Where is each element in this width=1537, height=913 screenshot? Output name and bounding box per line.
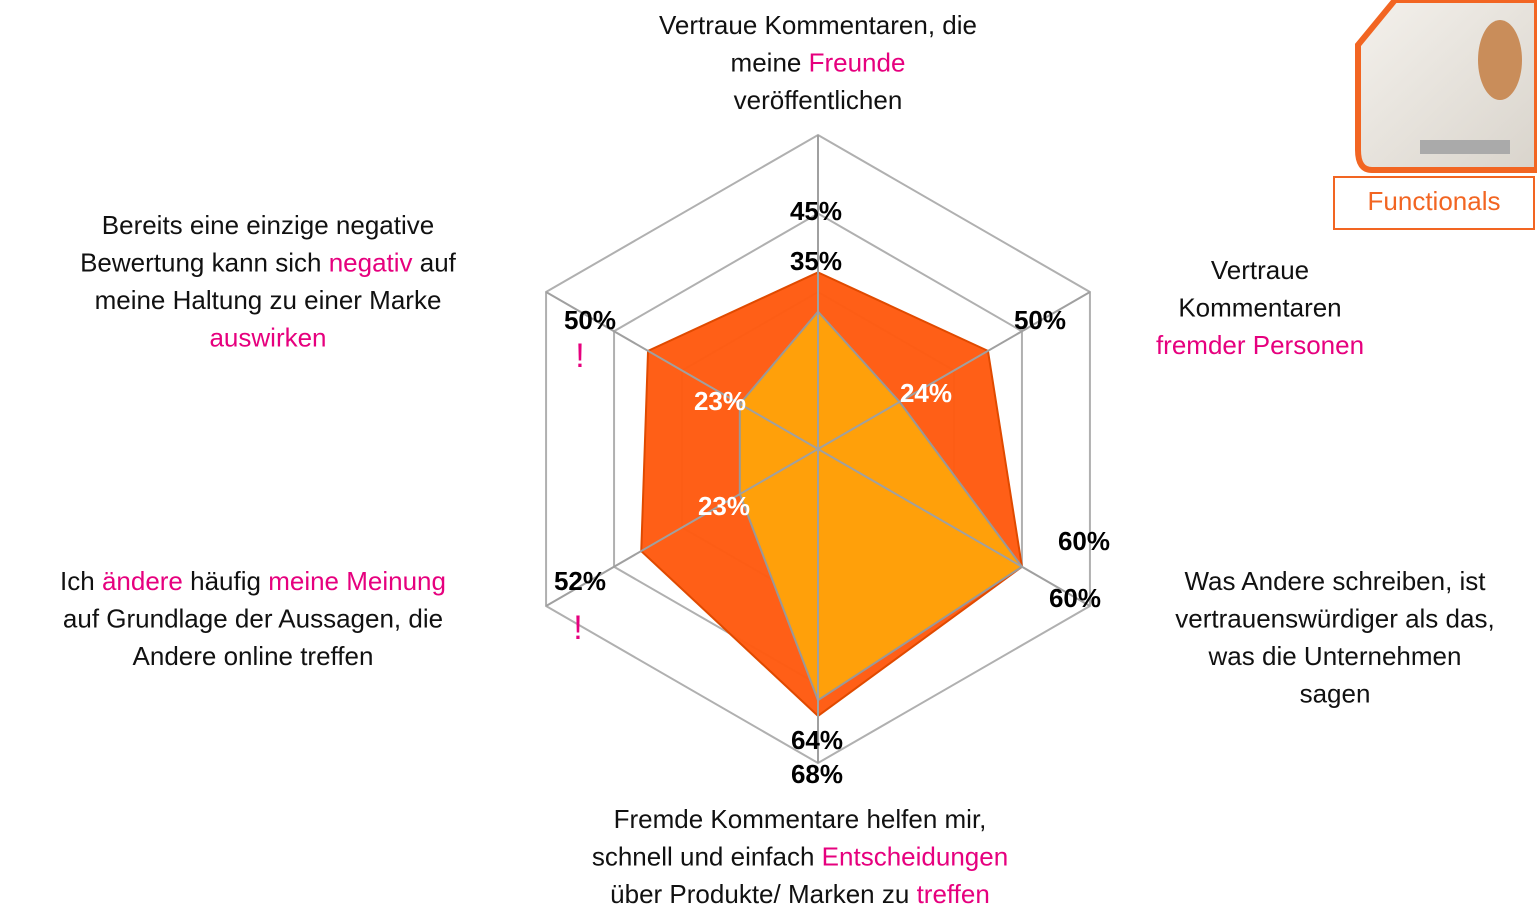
- axis-label: Kommentaren: [1178, 292, 1341, 322]
- value-label: 64%: [791, 725, 843, 755]
- axis-label-part: häufig: [183, 566, 268, 596]
- axis-label-part: was die Unternehmen: [1208, 641, 1462, 671]
- value-label: 50%: [564, 305, 616, 335]
- axis-label-part: Kommentaren: [1178, 292, 1341, 322]
- axis-label: Bereits eine einzige negative: [102, 210, 434, 240]
- value-label: 60%: [1049, 583, 1101, 613]
- axis-label-part: auf Grundlage der Aussagen, die: [63, 603, 443, 633]
- axis-label-part: schnell und einfach: [592, 841, 822, 871]
- axis-label: Vertraue: [1211, 255, 1309, 285]
- axis-label-part: negativ: [329, 247, 413, 277]
- annotation: !: [573, 609, 582, 647]
- axis-label: über Produkte/ Marken zu treffen: [610, 879, 990, 908]
- axis-label: sagen: [1300, 678, 1371, 708]
- axis-label-part: meine: [731, 47, 809, 77]
- axis-label: schnell und einfach Entscheidungen: [592, 841, 1008, 871]
- annotation: !: [575, 337, 584, 375]
- value-label: 60%: [1058, 526, 1110, 556]
- axis-label-part: Freunde: [809, 47, 906, 77]
- axis-label-part: Fremde Kommentare helfen mir,: [614, 804, 987, 834]
- axis-label: auf Grundlage der Aussagen, die: [63, 603, 443, 633]
- axis-label: Bewertung kann sich negativ auf: [80, 247, 457, 277]
- axis-label-part: Vertraue: [1211, 255, 1309, 285]
- value-label: 68%: [791, 759, 843, 789]
- axis-label-part: veröffentlichen: [734, 85, 903, 115]
- axis-label-part: Was Andere schreiben, ist: [1184, 566, 1486, 596]
- value-label: 35%: [790, 246, 842, 276]
- axis-label-part: Andere online treffen: [133, 641, 374, 671]
- axis-label-part: Vertraue Kommentaren, die: [659, 10, 977, 40]
- axis-label: Was Andere schreiben, ist: [1184, 566, 1486, 596]
- axis-label: Vertraue Kommentaren, die: [659, 10, 977, 40]
- value-label: 23%: [698, 491, 750, 521]
- axis-label-part: über Produkte/ Marken zu: [610, 879, 916, 908]
- axis-label-part: ändere: [102, 566, 183, 596]
- axis-label-part: fremder Personen: [1156, 330, 1364, 360]
- axis-label-part: sagen: [1300, 678, 1371, 708]
- axis-label: fremder Personen: [1156, 330, 1364, 360]
- axis-label: Ich ändere häufig meine Meinung: [60, 566, 446, 596]
- axis-label: vertrauenswürdiger als das,: [1175, 603, 1494, 633]
- axis-label-part: Bereits eine einzige negative: [102, 210, 434, 240]
- value-label: 45%: [790, 196, 842, 226]
- photo-laptop: [1420, 140, 1510, 154]
- axis-label-part: treffen: [917, 879, 990, 908]
- badge-label: Functionals: [1368, 186, 1501, 216]
- badge: Functionals: [1334, 0, 1537, 229]
- axis-label: Fremde Kommentare helfen mir,: [614, 804, 987, 834]
- axis-label-part: Ich: [60, 566, 102, 596]
- axis-label: meine Freunde: [731, 47, 906, 77]
- chart: 45% 50% 60% 68% 52% 50% 35% 24% 60% 64% 23% 23%!! Ve…: [0, 0, 1537, 908]
- axis-label-part: Bewertung kann sich: [80, 247, 329, 277]
- value-label: 23%: [694, 386, 746, 416]
- plot: 45% 50% 60% 68% 52% 50% 35% 24% 60% 64% 23% 23%!! Ve…: [60, 10, 1495, 908]
- value-label: 24%: [900, 378, 952, 408]
- axis-label: veröffentlichen: [734, 85, 903, 115]
- axis-label-part: meine Meinung: [268, 566, 446, 596]
- axis-label-part: meine Haltung zu einer Marke: [95, 285, 442, 315]
- axis-label-part: vertrauenswürdiger als das,: [1175, 603, 1494, 633]
- axis-label-part: auswirken: [209, 322, 326, 352]
- axis-label-part: Entscheidungen: [822, 841, 1008, 871]
- axis-label: was die Unternehmen: [1208, 641, 1462, 671]
- axis-label: auswirken: [209, 322, 326, 352]
- axis-label-part: auf: [413, 247, 457, 277]
- axis-label: Andere online treffen: [133, 641, 374, 671]
- value-label: 50%: [1014, 305, 1066, 335]
- photo-figure: [1478, 20, 1522, 100]
- axis-label: meine Haltung zu einer Marke: [95, 285, 442, 315]
- value-label: 52%: [554, 566, 606, 596]
